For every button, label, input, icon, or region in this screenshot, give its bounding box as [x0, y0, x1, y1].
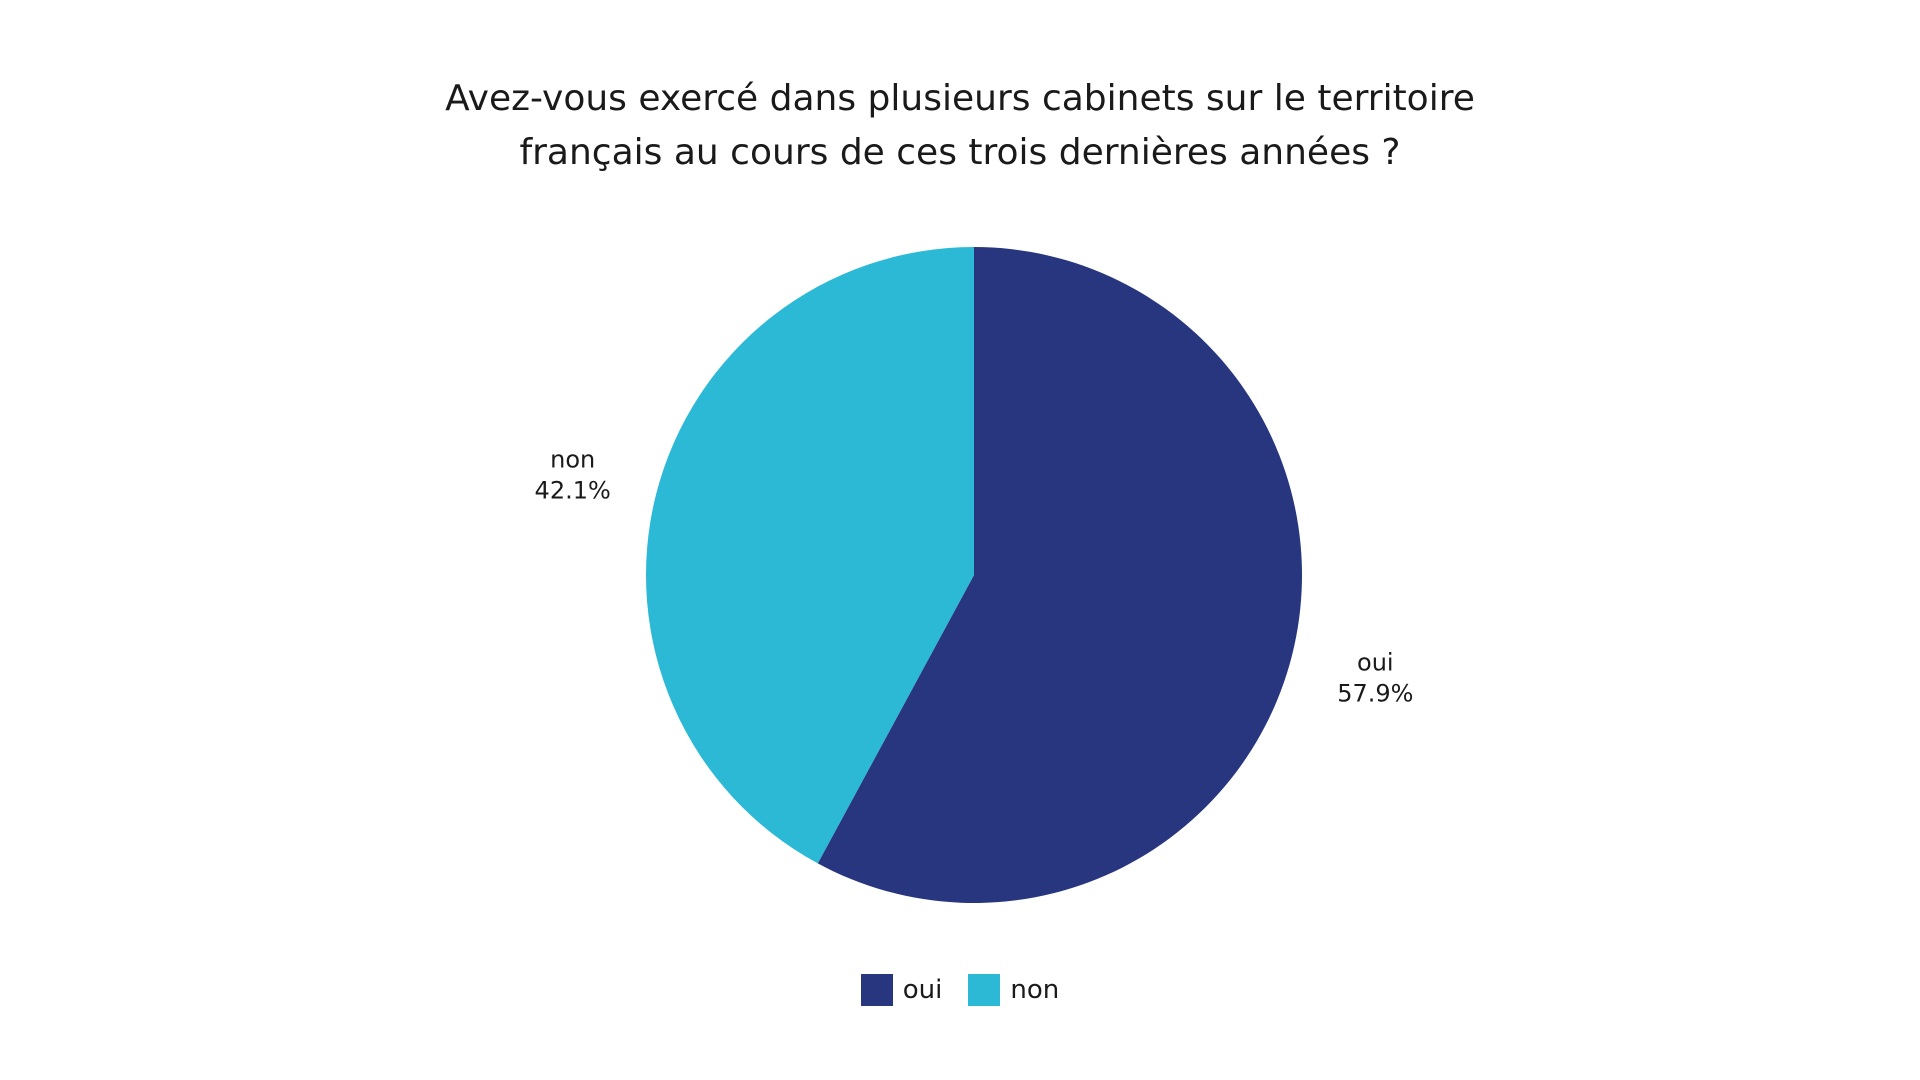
- legend-item-non[interactable]: non: [968, 974, 1059, 1006]
- slice-label-name-non: non: [550, 445, 595, 473]
- legend-label-non: non: [1010, 975, 1060, 1005]
- chart-legend: oui non: [0, 970, 1920, 1010]
- pie-slice-oui[interactable]: [817, 247, 1302, 904]
- slice-label-value-non: 42.1%: [535, 476, 611, 504]
- slice-label-value-oui: 57.9%: [1337, 680, 1413, 708]
- pie-slice-non[interactable]: [646, 247, 974, 864]
- slice-label-oui: oui 57.9%: [1337, 649, 1413, 708]
- chart-title-line-2: français au cours de ces trois dernières…: [519, 132, 1401, 173]
- legend-label-oui: oui: [902, 975, 943, 1005]
- chart-title-line-1: Avez-vous exercé dans plusieurs cabinets…: [445, 78, 1475, 119]
- slice-label-non: non 42.1%: [535, 445, 611, 504]
- legend-item-oui[interactable]: oui: [860, 974, 943, 1006]
- legend-swatch-oui: [860, 974, 893, 1006]
- legend-swatch-non: [968, 974, 1001, 1006]
- slice-label-name-oui: oui: [1357, 649, 1394, 677]
- chart-title: Avez-vous exercé dans plusieurs cabinets…: [360, 72, 1560, 180]
